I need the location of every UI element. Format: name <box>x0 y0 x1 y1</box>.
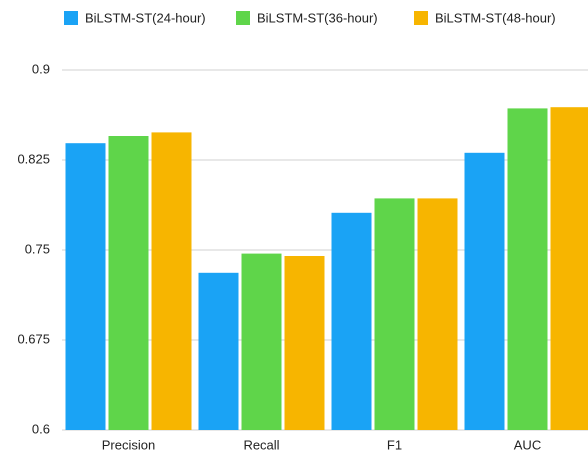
y-tick-label: 0.6 <box>32 421 50 436</box>
legend-swatch <box>64 11 78 25</box>
legend-label: BiLSTM-ST(36-hour) <box>257 10 378 25</box>
bar <box>198 272 239 430</box>
legend-swatch <box>236 11 250 25</box>
y-tick-label: 0.825 <box>17 151 50 166</box>
bar <box>507 108 548 431</box>
y-tick-label: 0.75 <box>25 241 50 256</box>
bar <box>65 143 106 430</box>
y-tick-label: 0.675 <box>17 331 50 346</box>
legend-label: BiLSTM-ST(24-hour) <box>85 10 206 25</box>
y-tick-label: 0.9 <box>32 61 50 76</box>
x-tick-label: AUC <box>514 437 541 452</box>
bar <box>464 152 505 431</box>
bar <box>550 107 588 430</box>
bar <box>241 253 282 430</box>
bar <box>331 212 372 430</box>
legend-swatch <box>414 11 428 25</box>
bar <box>151 132 192 430</box>
bar <box>284 256 325 430</box>
bar <box>417 198 458 430</box>
x-tick-label: Precision <box>102 437 155 452</box>
x-tick-label: Recall <box>243 437 279 452</box>
bar <box>108 136 149 430</box>
legend-label: BiLSTM-ST(48-hour) <box>435 10 556 25</box>
x-tick-label: F1 <box>387 437 402 452</box>
bar <box>374 198 415 430</box>
